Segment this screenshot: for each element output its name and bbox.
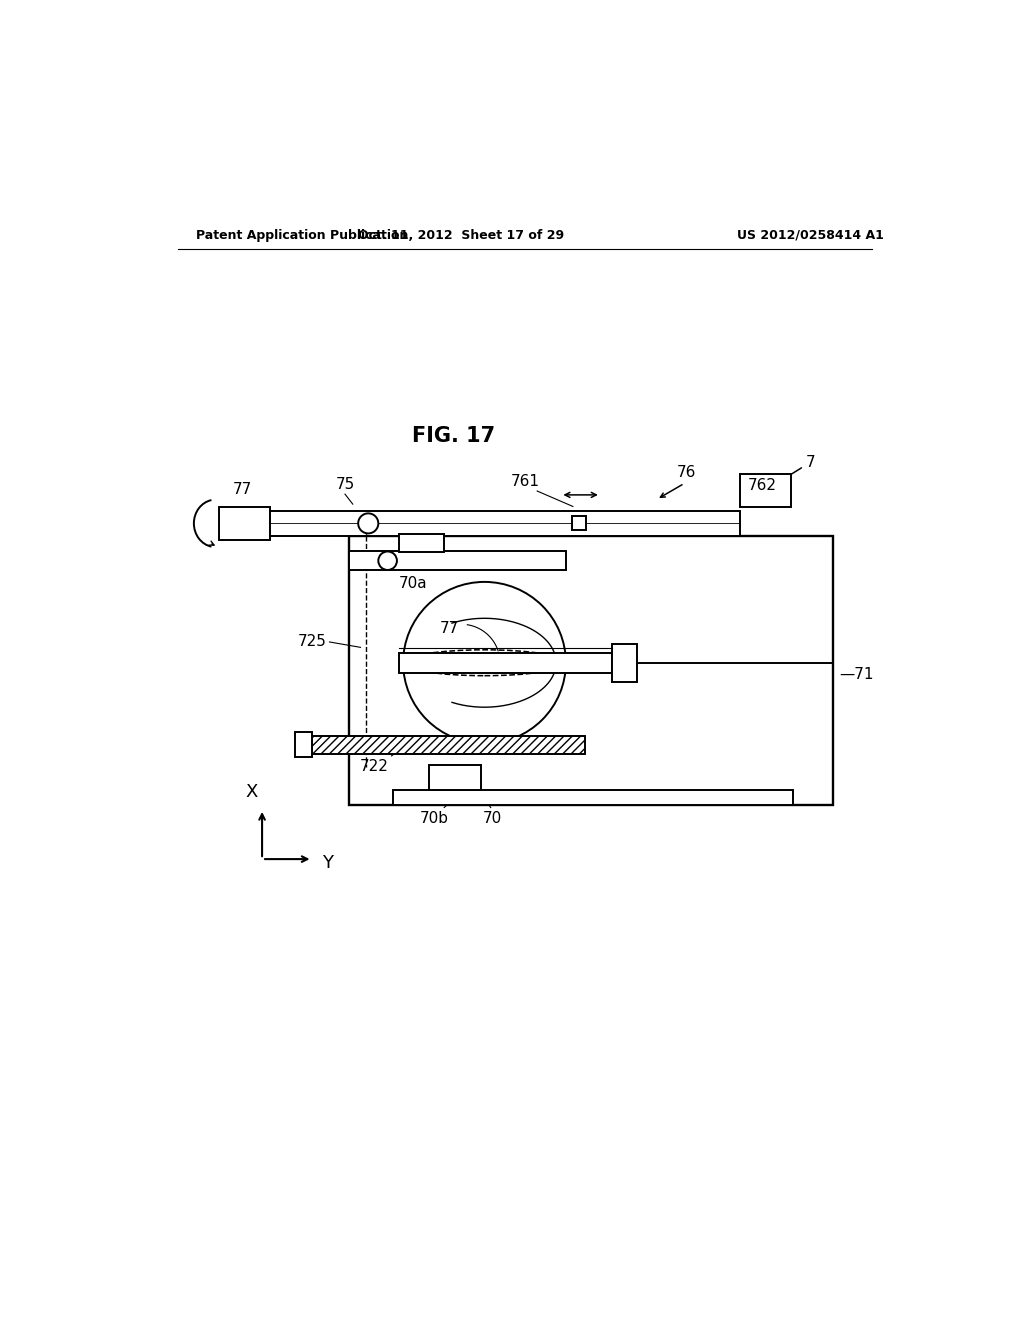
Text: 70a: 70a — [399, 576, 427, 591]
Text: X: X — [245, 783, 257, 801]
Text: 77: 77 — [440, 620, 459, 636]
Circle shape — [403, 582, 566, 743]
Text: 722: 722 — [360, 759, 389, 774]
Text: 77: 77 — [233, 482, 252, 498]
Text: 7: 7 — [806, 455, 816, 470]
Bar — [572, 516, 586, 531]
Bar — [270, 511, 740, 536]
Text: 70: 70 — [482, 812, 502, 826]
Bar — [312, 737, 586, 754]
Text: 761: 761 — [511, 474, 540, 490]
Bar — [429, 766, 480, 789]
Text: —71: —71 — [840, 667, 873, 682]
Bar — [295, 733, 312, 758]
Bar — [399, 653, 612, 673]
Text: 76: 76 — [676, 465, 695, 480]
Bar — [399, 535, 444, 552]
Bar — [349, 552, 566, 570]
Text: Patent Application Publication: Patent Application Publication — [197, 228, 409, 242]
Text: 75: 75 — [336, 477, 354, 492]
Bar — [393, 789, 793, 805]
Bar — [740, 474, 791, 507]
Text: Oct. 11, 2012  Sheet 17 of 29: Oct. 11, 2012 Sheet 17 of 29 — [358, 228, 564, 242]
Text: FIG. 17: FIG. 17 — [412, 425, 495, 446]
Bar — [349, 536, 834, 805]
Text: US 2012/0258414 A1: US 2012/0258414 A1 — [736, 228, 884, 242]
Text: Y: Y — [322, 854, 333, 873]
Circle shape — [378, 552, 397, 570]
Text: 70b: 70b — [420, 812, 449, 826]
Text: 762: 762 — [748, 478, 776, 494]
Text: 725: 725 — [298, 635, 327, 649]
Circle shape — [358, 513, 378, 533]
Bar — [612, 644, 637, 682]
Bar — [219, 507, 270, 540]
